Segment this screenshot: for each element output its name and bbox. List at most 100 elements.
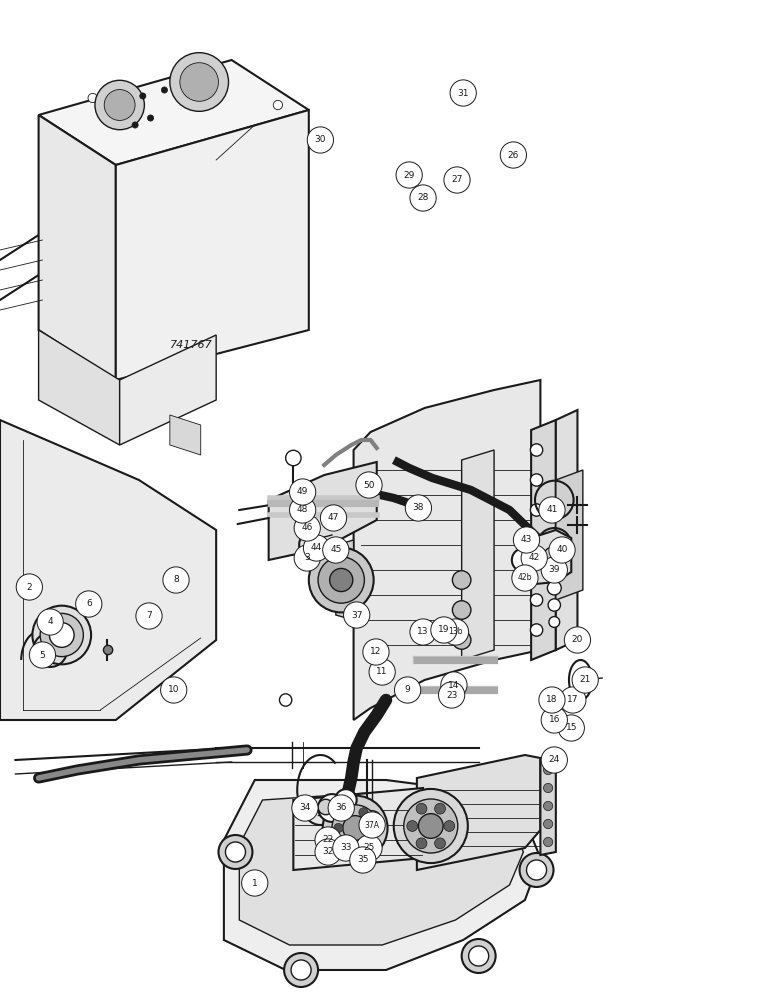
Circle shape	[328, 795, 354, 821]
Circle shape	[539, 497, 565, 523]
Circle shape	[286, 450, 301, 466]
Text: 33: 33	[340, 844, 351, 852]
Text: 36: 36	[336, 804, 347, 812]
Circle shape	[394, 789, 468, 863]
Text: 4: 4	[47, 617, 53, 626]
Circle shape	[394, 677, 421, 703]
Circle shape	[307, 127, 334, 153]
Circle shape	[564, 627, 591, 653]
Circle shape	[441, 672, 467, 698]
Text: 43: 43	[521, 536, 532, 544]
Text: 42b: 42b	[518, 574, 532, 582]
Polygon shape	[462, 450, 494, 660]
Text: 28: 28	[418, 194, 428, 202]
Text: 741767: 741767	[170, 340, 213, 350]
Circle shape	[410, 619, 436, 645]
Circle shape	[543, 783, 553, 793]
Circle shape	[318, 799, 334, 815]
Circle shape	[416, 803, 427, 814]
Circle shape	[513, 527, 540, 553]
Circle shape	[512, 548, 535, 572]
Polygon shape	[354, 380, 540, 720]
Text: 30: 30	[315, 135, 326, 144]
Circle shape	[303, 535, 330, 561]
Circle shape	[161, 677, 187, 703]
Circle shape	[363, 811, 381, 829]
Text: 32: 32	[323, 848, 334, 856]
Text: 37: 37	[351, 610, 362, 619]
Text: 27: 27	[452, 176, 462, 184]
Circle shape	[356, 835, 382, 861]
Circle shape	[558, 715, 584, 741]
Circle shape	[344, 602, 370, 628]
Circle shape	[359, 839, 368, 848]
Text: 46: 46	[302, 524, 313, 532]
Circle shape	[547, 564, 562, 580]
Text: 11: 11	[377, 668, 388, 676]
Circle shape	[452, 601, 471, 619]
Circle shape	[541, 707, 567, 733]
Circle shape	[180, 63, 218, 101]
Circle shape	[332, 805, 378, 851]
Text: 37A: 37A	[364, 820, 380, 830]
Circle shape	[140, 93, 146, 99]
Polygon shape	[556, 470, 583, 600]
Text: 26: 26	[508, 150, 519, 159]
Circle shape	[104, 90, 135, 120]
Circle shape	[405, 495, 432, 521]
Circle shape	[572, 667, 598, 693]
Circle shape	[318, 557, 364, 603]
Circle shape	[359, 812, 385, 838]
Text: 20: 20	[572, 636, 583, 645]
Circle shape	[218, 835, 252, 869]
Circle shape	[356, 472, 382, 498]
Circle shape	[342, 839, 351, 848]
Circle shape	[442, 619, 469, 645]
Circle shape	[279, 694, 292, 706]
Text: 38: 38	[413, 504, 424, 512]
Circle shape	[29, 642, 56, 668]
Polygon shape	[336, 540, 354, 620]
Circle shape	[527, 860, 547, 880]
Text: 6: 6	[86, 599, 92, 608]
Text: 3: 3	[304, 554, 310, 562]
Polygon shape	[556, 410, 577, 650]
Text: 24: 24	[549, 756, 560, 764]
Text: 17: 17	[567, 696, 578, 704]
Circle shape	[290, 479, 316, 505]
Circle shape	[37, 609, 63, 635]
Polygon shape	[116, 110, 309, 380]
Text: 45: 45	[330, 546, 341, 554]
Circle shape	[342, 808, 351, 817]
Circle shape	[469, 946, 489, 966]
Text: 48: 48	[297, 506, 308, 514]
Text: 42: 42	[529, 554, 540, 562]
Circle shape	[292, 505, 303, 515]
Circle shape	[444, 821, 455, 831]
Text: 31: 31	[458, 89, 469, 98]
Text: 47: 47	[328, 514, 339, 522]
Circle shape	[543, 819, 553, 829]
Circle shape	[369, 659, 395, 685]
Circle shape	[560, 687, 586, 713]
Circle shape	[543, 801, 553, 811]
Text: 18: 18	[547, 696, 557, 704]
Text: 21: 21	[580, 676, 591, 684]
Text: 50: 50	[364, 481, 374, 489]
Circle shape	[530, 564, 543, 576]
Circle shape	[396, 162, 422, 188]
Circle shape	[323, 537, 349, 563]
Text: 23: 23	[446, 690, 457, 700]
Circle shape	[163, 567, 189, 593]
Circle shape	[452, 631, 471, 649]
Text: 13: 13	[418, 628, 428, 637]
Circle shape	[320, 505, 347, 531]
Text: 39: 39	[549, 566, 560, 574]
Circle shape	[410, 185, 436, 211]
Polygon shape	[531, 420, 556, 660]
Circle shape	[350, 847, 376, 873]
Circle shape	[309, 548, 374, 612]
Circle shape	[284, 953, 318, 987]
Polygon shape	[540, 755, 556, 855]
Circle shape	[530, 594, 543, 606]
